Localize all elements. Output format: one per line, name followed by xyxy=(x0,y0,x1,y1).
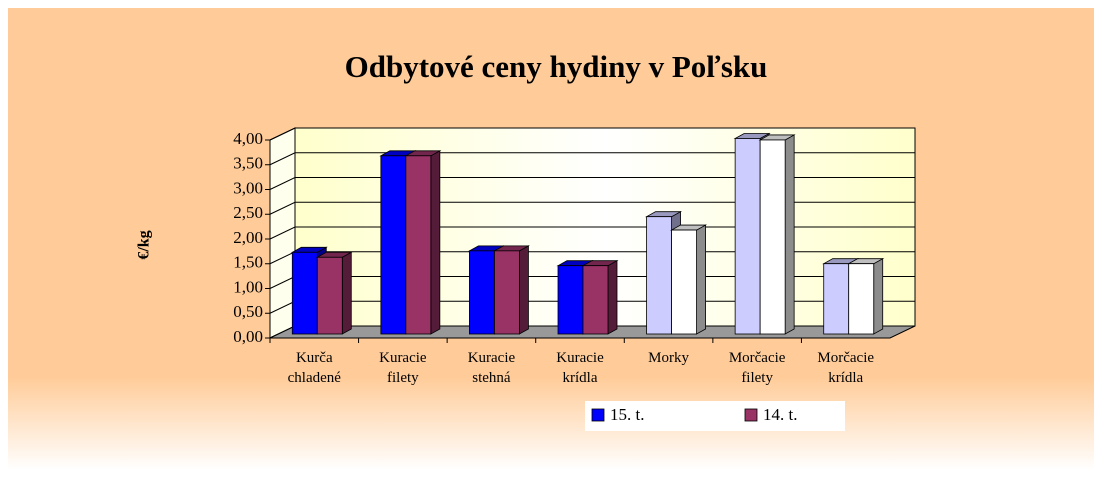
chart-title: Odbytové ceny hydiny v Poľsku xyxy=(345,49,768,84)
y-axis-label: €/kg xyxy=(136,230,153,259)
bar-front xyxy=(494,250,520,335)
bar-side xyxy=(430,150,441,335)
bar-front xyxy=(848,263,875,335)
bar xyxy=(315,251,353,335)
bar-side xyxy=(873,258,884,335)
x-tick-label: Kuracie stehná xyxy=(468,350,516,386)
y-tick-label: 2,00 xyxy=(233,228,263,247)
legend-label: 15. t. xyxy=(610,405,644,424)
x-tick-label: Kuracie krídla xyxy=(556,350,604,386)
grid-line xyxy=(269,152,915,166)
bar-front xyxy=(582,265,609,335)
bar xyxy=(404,150,442,335)
y-tick-label: 1,00 xyxy=(233,277,263,296)
bar-front xyxy=(380,155,407,335)
bar-front xyxy=(405,155,432,335)
bar xyxy=(758,134,796,335)
y-tick-label: 4,00 xyxy=(233,129,263,148)
bar-side xyxy=(607,260,618,335)
bar-front xyxy=(469,250,495,335)
bar xyxy=(581,260,619,335)
x-tick-label: Kurča chladené xyxy=(288,350,342,386)
bar-front xyxy=(646,216,672,335)
x-tick-label: Morčacie filety xyxy=(729,350,786,386)
legend-swatch xyxy=(591,408,605,422)
grid-line xyxy=(269,201,915,215)
bar xyxy=(670,224,708,335)
bar-side xyxy=(341,251,352,335)
x-tick-label: Morčacie krídla xyxy=(817,350,874,386)
bar xyxy=(822,258,860,335)
bar-front xyxy=(557,265,584,335)
bar-front xyxy=(671,229,697,335)
legend-label: 14. t. xyxy=(763,405,797,424)
y-tick-label: 1,50 xyxy=(233,253,263,272)
bar-side xyxy=(696,224,706,335)
bar-side xyxy=(784,134,795,335)
y-tick-label: 2,50 xyxy=(233,203,263,222)
legend-swatch xyxy=(744,408,758,422)
bar-front xyxy=(823,263,850,335)
bar-front xyxy=(734,138,761,335)
y-tick-label: 0,00 xyxy=(233,327,263,346)
bar-side xyxy=(519,245,529,335)
bar xyxy=(847,258,885,335)
y-tick-label: 3,00 xyxy=(233,178,263,197)
y-tick-label: 0,50 xyxy=(233,302,263,321)
bar-front xyxy=(759,139,786,335)
grid-line xyxy=(269,226,915,240)
grid-line xyxy=(269,177,915,190)
y-tick-label: 3,50 xyxy=(233,154,263,173)
x-tick-label: Morky xyxy=(648,350,689,366)
x-tick-label: Kuracie filety xyxy=(379,350,427,386)
bar-front xyxy=(291,251,318,335)
legend-box xyxy=(585,401,845,431)
grid-line xyxy=(269,127,915,141)
bar-front xyxy=(316,256,343,335)
bar xyxy=(492,245,530,335)
